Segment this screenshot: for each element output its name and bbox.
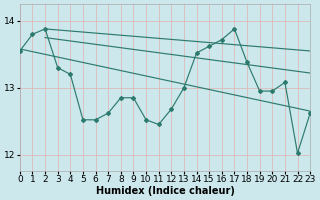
X-axis label: Humidex (Indice chaleur): Humidex (Indice chaleur) [96, 186, 235, 196]
